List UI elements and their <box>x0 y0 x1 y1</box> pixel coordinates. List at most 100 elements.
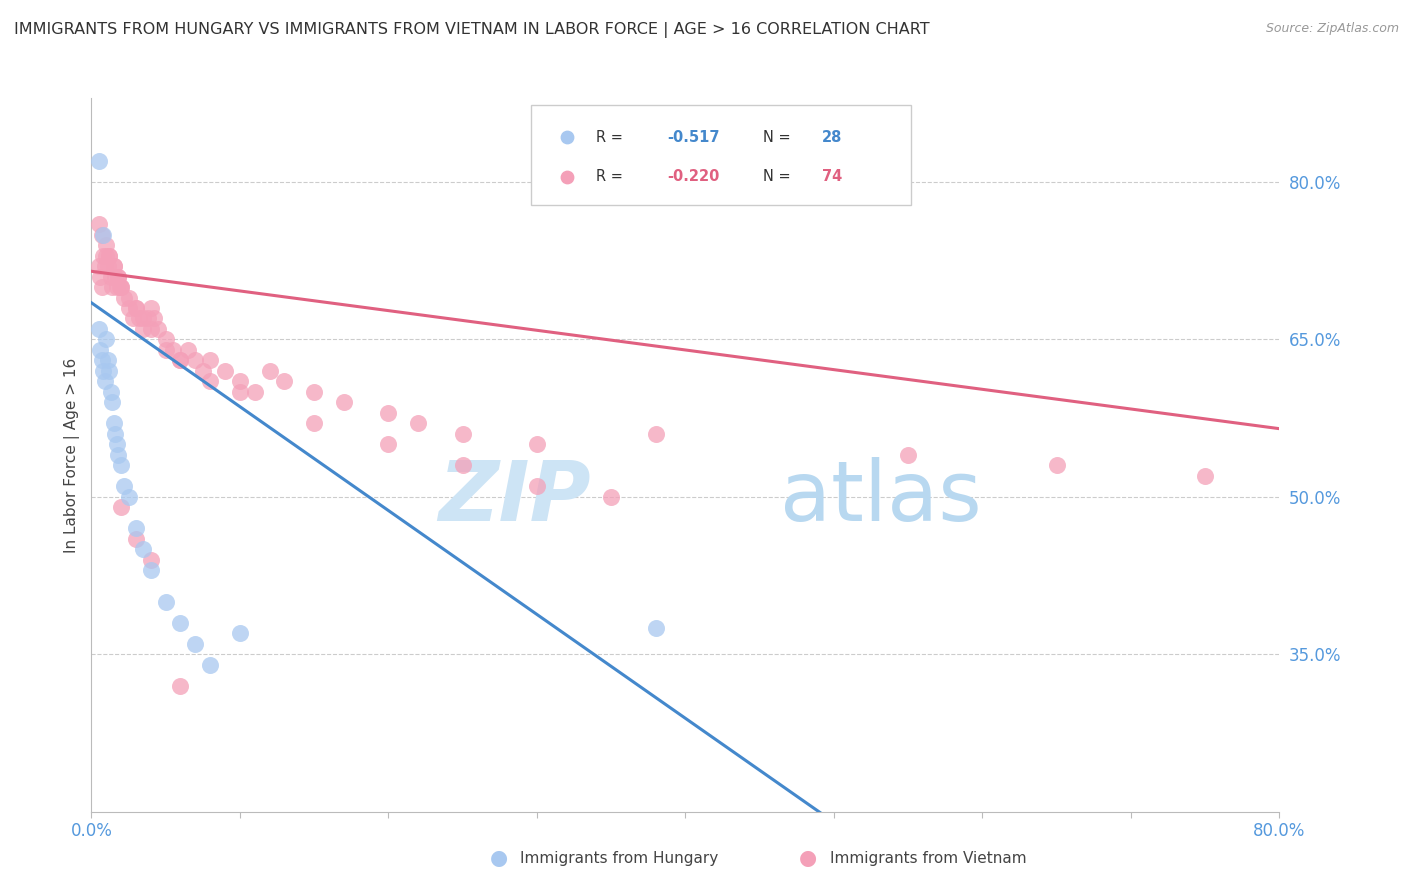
Point <box>302 384 325 399</box>
Point <box>97 353 120 368</box>
Point <box>600 490 623 504</box>
Point <box>162 343 184 357</box>
Point <box>112 479 135 493</box>
Point <box>644 426 666 441</box>
Point <box>191 364 214 378</box>
Point <box>673 80 696 95</box>
Point <box>100 384 122 399</box>
Point <box>107 448 129 462</box>
Point <box>98 364 121 378</box>
Point <box>526 479 548 493</box>
Point <box>243 384 266 399</box>
Point <box>103 259 125 273</box>
Point <box>169 615 191 630</box>
Point <box>451 426 474 441</box>
Text: atlas: atlas <box>780 458 983 538</box>
Point <box>103 259 125 273</box>
Point <box>105 280 128 294</box>
Text: -0.517: -0.517 <box>668 130 720 145</box>
Point <box>100 269 122 284</box>
Text: N =: N = <box>762 169 794 184</box>
Point <box>200 375 222 389</box>
Point <box>96 333 118 347</box>
Point <box>112 291 135 305</box>
Point <box>98 248 121 262</box>
Point <box>117 291 139 305</box>
Point <box>110 458 132 473</box>
Point <box>87 217 110 231</box>
Point <box>273 375 295 389</box>
Point <box>139 322 162 336</box>
Point <box>155 333 177 347</box>
Text: Immigrants from Vietnam: Immigrants from Vietnam <box>830 851 1026 865</box>
Point <box>132 311 155 326</box>
Point <box>1046 458 1069 473</box>
Point <box>139 553 162 567</box>
Text: -0.220: -0.220 <box>668 169 720 184</box>
Point <box>184 353 207 368</box>
Point <box>125 532 148 546</box>
Point <box>526 437 548 451</box>
Point <box>101 280 124 294</box>
Point <box>229 375 252 389</box>
Point <box>229 626 252 640</box>
Text: Immigrants from Hungary: Immigrants from Hungary <box>520 851 718 865</box>
Point <box>184 637 207 651</box>
Point <box>90 280 112 294</box>
Point <box>87 259 110 273</box>
Point <box>644 621 666 635</box>
Point <box>87 322 110 336</box>
Point <box>136 311 159 326</box>
Point <box>377 406 399 420</box>
Point <box>1194 469 1216 483</box>
Text: N =: N = <box>762 130 794 145</box>
Point <box>122 311 145 326</box>
Point <box>110 500 132 515</box>
Point <box>117 490 139 504</box>
Point <box>128 311 150 326</box>
Point <box>110 280 132 294</box>
Point <box>333 395 356 409</box>
Point <box>91 248 114 262</box>
Point <box>117 301 139 315</box>
Point <box>91 364 114 378</box>
Text: IMMIGRANTS FROM HUNGARY VS IMMIGRANTS FROM VIETNAM IN LABOR FORCE | AGE > 16 COR: IMMIGRANTS FROM HUNGARY VS IMMIGRANTS FR… <box>14 22 929 38</box>
Point <box>91 227 114 242</box>
Text: ●: ● <box>800 848 817 868</box>
Point <box>132 542 155 557</box>
Point <box>451 458 474 473</box>
Point <box>125 301 148 315</box>
Point <box>96 238 118 252</box>
Point <box>132 322 155 336</box>
Point <box>169 353 191 368</box>
Point <box>110 280 132 294</box>
Point <box>108 280 131 294</box>
Text: 28: 28 <box>823 130 842 145</box>
Point <box>107 269 129 284</box>
Point <box>406 417 429 431</box>
Point <box>101 395 124 409</box>
Text: 74: 74 <box>823 169 842 184</box>
Point <box>103 417 125 431</box>
Point <box>125 301 148 315</box>
Point <box>142 311 165 326</box>
Text: ●: ● <box>491 848 508 868</box>
Point <box>169 353 191 368</box>
Point <box>229 384 252 399</box>
Point <box>897 448 920 462</box>
Point <box>673 23 696 37</box>
Point <box>169 679 191 693</box>
Point <box>107 269 129 284</box>
Point <box>98 248 121 262</box>
Point <box>87 154 110 169</box>
Point <box>104 426 127 441</box>
Point <box>177 343 200 357</box>
Text: ZIP: ZIP <box>437 458 591 538</box>
Point <box>104 269 127 284</box>
Point <box>94 375 117 389</box>
Point <box>200 657 222 672</box>
Point <box>94 259 117 273</box>
Point <box>139 301 162 315</box>
FancyBboxPatch shape <box>531 105 911 205</box>
Point <box>96 248 118 262</box>
